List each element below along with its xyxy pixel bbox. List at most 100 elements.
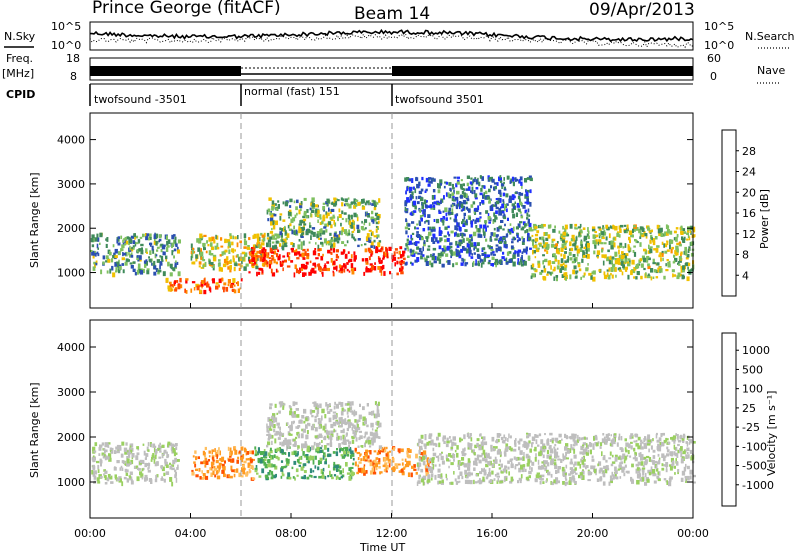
heatmap-cell	[242, 467, 246, 471]
heatmap-cell	[287, 439, 291, 445]
heatmap-cell	[257, 447, 260, 452]
heatmap-cell	[264, 463, 268, 469]
heatmap-cell	[275, 240, 279, 244]
heatmap-cell	[299, 203, 303, 209]
heatmap-cell	[569, 274, 572, 280]
heatmap-cell	[292, 421, 295, 425]
heatmap-cell	[631, 259, 635, 265]
heatmap-cell	[289, 408, 293, 411]
heatmap-cell	[646, 455, 650, 459]
heatmap-cell	[131, 246, 133, 250]
heatmap-cell	[527, 189, 530, 193]
heatmap-cell	[347, 197, 350, 200]
heatmap-cell	[477, 177, 479, 183]
power-y-label: Slant Range [km]	[28, 172, 41, 268]
heatmap-cell	[357, 229, 360, 233]
heatmap-cell	[579, 223, 582, 228]
heatmap-cell	[338, 417, 342, 422]
heatmap-cell	[460, 209, 463, 212]
heatmap-cell	[652, 449, 656, 453]
heatmap-cell	[514, 439, 517, 445]
heatmap-cell	[686, 238, 689, 241]
heatmap-cell	[622, 246, 625, 249]
heatmap-cell	[333, 429, 337, 433]
heatmap-cell	[367, 455, 370, 459]
heatmap-cell	[123, 476, 127, 480]
heatmap-cell	[528, 470, 532, 475]
heatmap-cell	[620, 257, 624, 262]
heatmap-cell	[226, 261, 229, 266]
heatmap-cell	[569, 241, 572, 247]
heatmap-cell	[650, 470, 653, 475]
heatmap-cell	[400, 271, 404, 275]
heatmap-cell	[511, 203, 515, 207]
heatmap-cell	[469, 234, 473, 238]
heatmap-cell	[357, 457, 360, 461]
heatmap-cell	[633, 276, 635, 279]
heatmap-cell	[606, 256, 609, 262]
heatmap-cell	[536, 472, 540, 475]
heatmap-cell	[563, 254, 566, 259]
heatmap-cell	[426, 179, 430, 182]
heatmap-cell	[221, 456, 225, 462]
heatmap-cell	[636, 480, 640, 485]
heatmap-cell	[163, 451, 165, 455]
heatmap-cell	[228, 474, 231, 478]
heatmap-cell	[627, 443, 631, 449]
heatmap-cell	[450, 230, 454, 234]
heatmap-cell	[519, 198, 521, 203]
heatmap-cell	[467, 186, 471, 191]
heatmap-cell	[685, 463, 687, 468]
heatmap-cell	[305, 424, 308, 429]
heatmap-cell	[172, 448, 176, 453]
heatmap-cell	[437, 480, 440, 485]
heatmap-cell	[491, 463, 494, 468]
heatmap-cell	[401, 462, 404, 466]
heatmap-cell	[554, 453, 557, 459]
heatmap-cell	[298, 270, 300, 275]
heatmap-cell	[174, 280, 176, 285]
heatmap-cell	[656, 224, 660, 230]
heatmap-cell	[141, 460, 145, 463]
heatmap-cell	[136, 467, 140, 471]
heatmap-cell	[507, 466, 510, 470]
heatmap-cell	[443, 440, 446, 444]
heatmap-cell	[424, 221, 426, 224]
heatmap-cell	[437, 457, 440, 462]
heatmap-cell	[328, 207, 330, 212]
heatmap-cell	[579, 247, 583, 252]
heatmap-cell	[587, 470, 591, 476]
heatmap-cell	[475, 259, 477, 265]
heatmap-cell	[257, 450, 261, 454]
heatmap-cell	[398, 261, 402, 264]
heatmap-cell	[128, 239, 133, 244]
heatmap-cell	[551, 261, 556, 264]
heatmap-cell	[582, 446, 584, 448]
heatmap-cell	[233, 266, 236, 272]
heatmap-cell	[661, 441, 665, 447]
heatmap-cell	[585, 267, 589, 272]
heatmap-cell	[309, 468, 313, 474]
heatmap-cell	[284, 201, 289, 207]
heatmap-cell	[284, 259, 287, 263]
heatmap-cell	[533, 223, 537, 228]
heatmap-cell	[626, 224, 629, 230]
heatmap-cell	[425, 261, 429, 266]
heatmap-cell	[509, 435, 512, 439]
heatmap-cell	[612, 474, 616, 479]
heatmap-cell	[424, 464, 428, 470]
heatmap-cell	[271, 435, 273, 439]
heatmap-cell	[507, 460, 510, 464]
heatmap-cell	[306, 254, 310, 260]
heatmap-cell	[460, 262, 464, 266]
heatmap-cell	[266, 209, 269, 215]
heatmap-cell	[318, 475, 322, 479]
heatmap-cell	[383, 271, 386, 276]
heatmap-cell	[125, 251, 128, 257]
heatmap-cell	[552, 268, 556, 272]
heatmap-cell	[569, 467, 574, 471]
heatmap-cell	[564, 251, 567, 254]
heatmap-cell	[366, 439, 369, 443]
heatmap-cell	[573, 463, 575, 468]
heatmap-cell	[139, 471, 143, 476]
